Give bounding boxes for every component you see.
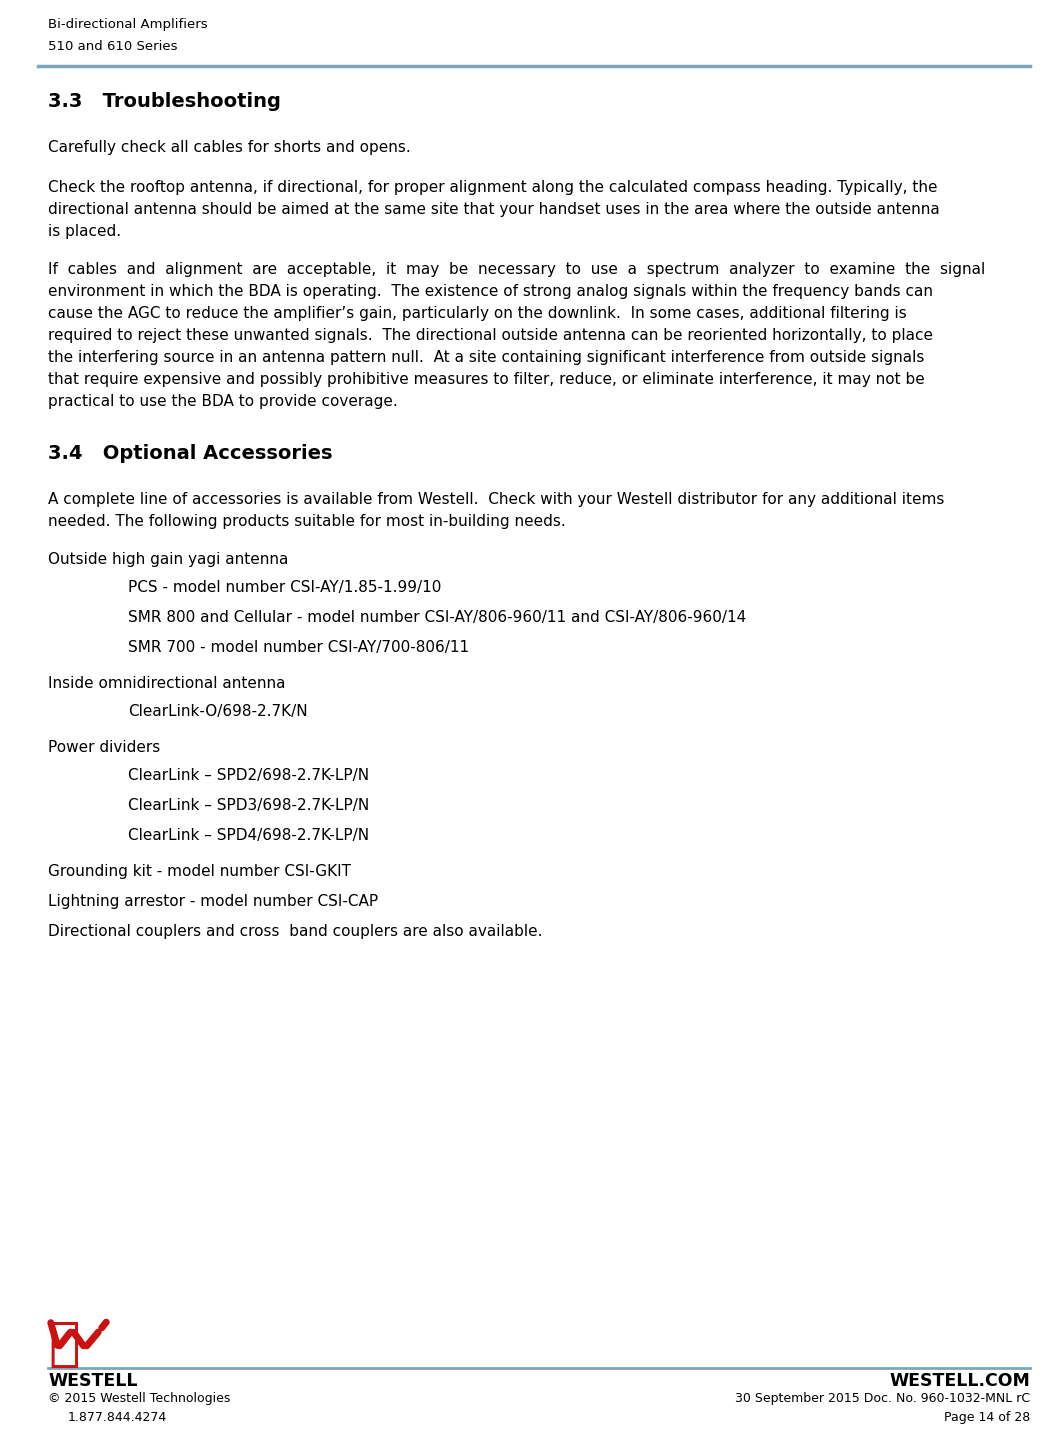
- Text: 1.877.844.4274: 1.877.844.4274: [68, 1410, 167, 1425]
- Text: Check the rooftop antenna, if directional, for proper alignment along the calcul: Check the rooftop antenna, if directiona…: [48, 180, 937, 194]
- Text: Lightning arrestor - model number CSI-CAP: Lightning arrestor - model number CSI-CA…: [48, 895, 378, 909]
- Text: required to reject these unwanted signals.  The directional outside antenna can : required to reject these unwanted signal…: [48, 329, 933, 343]
- Text: © 2015 Westell Technologies: © 2015 Westell Technologies: [48, 1392, 230, 1405]
- Text: If  cables  and  alignment  are  acceptable,  it  may  be  necessary  to  use  a: If cables and alignment are acceptable, …: [48, 262, 985, 277]
- Text: Carefully check all cables for shorts and opens.: Carefully check all cables for shorts an…: [48, 140, 411, 154]
- Text: Grounding kit - model number CSI-GKIT: Grounding kit - model number CSI-GKIT: [48, 865, 351, 879]
- Text: cause the AGC to reduce the amplifier’s gain, particularly on the downlink.  In : cause the AGC to reduce the amplifier’s …: [48, 306, 906, 322]
- Text: WESTELL: WESTELL: [48, 1372, 138, 1390]
- Text: ClearLink – SPD2/698-2.7K-LP/N: ClearLink – SPD2/698-2.7K-LP/N: [128, 767, 369, 783]
- Text: SMR 700 - model number CSI-AY/700-806/11: SMR 700 - model number CSI-AY/700-806/11: [128, 640, 470, 654]
- Text: is placed.: is placed.: [48, 224, 121, 239]
- Text: ClearLink – SPD4/698-2.7K-LP/N: ClearLink – SPD4/698-2.7K-LP/N: [128, 827, 369, 843]
- Text: Page 14 of 28: Page 14 of 28: [943, 1410, 1030, 1425]
- Text: Ⓦ: Ⓦ: [48, 1318, 80, 1370]
- Text: 510 and 610 Series: 510 and 610 Series: [48, 40, 177, 53]
- Text: W: W: [50, 1320, 116, 1376]
- Text: ClearLink – SPD3/698-2.7K-LP/N: ClearLink – SPD3/698-2.7K-LP/N: [128, 797, 369, 813]
- Text: needed. The following products suitable for most in-building needs.: needed. The following products suitable …: [48, 514, 566, 529]
- Text: the interfering source in an antenna pattern null.  At a site containing signifi: the interfering source in an antenna pat…: [48, 350, 924, 364]
- Text: 3.4   Optional Accessories: 3.4 Optional Accessories: [48, 444, 333, 463]
- Text: Bi-directional Amplifiers: Bi-directional Amplifiers: [48, 19, 208, 31]
- Text: WESTELL.COM: WESTELL.COM: [889, 1372, 1030, 1390]
- Text: PCS - model number CSI-AY/1.85-1.99/10: PCS - model number CSI-AY/1.85-1.99/10: [128, 580, 441, 594]
- Text: directional antenna should be aimed at the same site that your handset uses in t: directional antenna should be aimed at t…: [48, 201, 940, 217]
- Text: Directional couplers and cross  band couplers are also available.: Directional couplers and cross band coup…: [48, 925, 543, 939]
- Text: A complete line of accessories is available from Westell.  Check with your Weste: A complete line of accessories is availa…: [48, 492, 944, 507]
- Text: 3.3   Troubleshooting: 3.3 Troubleshooting: [48, 91, 281, 111]
- Text: that require expensive and possibly prohibitive measures to filter, reduce, or e: that require expensive and possibly proh…: [48, 372, 924, 387]
- Text: environment in which the BDA is operating.  The existence of strong analog signa: environment in which the BDA is operatin…: [48, 284, 933, 299]
- Text: practical to use the BDA to provide coverage.: practical to use the BDA to provide cove…: [48, 394, 398, 409]
- Text: 30 September 2015 Doc. No. 960-1032-MNL rC: 30 September 2015 Doc. No. 960-1032-MNL …: [735, 1392, 1030, 1405]
- Text: ClearLink-O/698-2.7K/N: ClearLink-O/698-2.7K/N: [128, 704, 307, 719]
- Text: Outside high gain yagi antenna: Outside high gain yagi antenna: [48, 552, 288, 567]
- Text: Power dividers: Power dividers: [48, 740, 160, 755]
- Text: Inside omnidirectional antenna: Inside omnidirectional antenna: [48, 676, 285, 692]
- Text: SMR 800 and Cellular - model number CSI-AY/806-960/11 and CSI-AY/806-960/14: SMR 800 and Cellular - model number CSI-…: [128, 610, 746, 624]
